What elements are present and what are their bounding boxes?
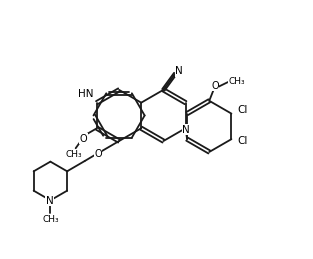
Text: CH₃: CH₃ (42, 215, 59, 224)
Text: Cl: Cl (237, 105, 248, 115)
Text: CH₃: CH₃ (228, 77, 245, 86)
Text: N: N (182, 125, 190, 135)
Text: N: N (175, 66, 183, 76)
Text: O: O (211, 81, 219, 91)
Text: CH₃: CH₃ (66, 150, 82, 159)
Text: O: O (80, 134, 87, 144)
Text: HN: HN (78, 89, 93, 99)
Text: N: N (46, 196, 54, 206)
Text: Cl: Cl (237, 136, 248, 146)
Text: O: O (94, 148, 102, 159)
